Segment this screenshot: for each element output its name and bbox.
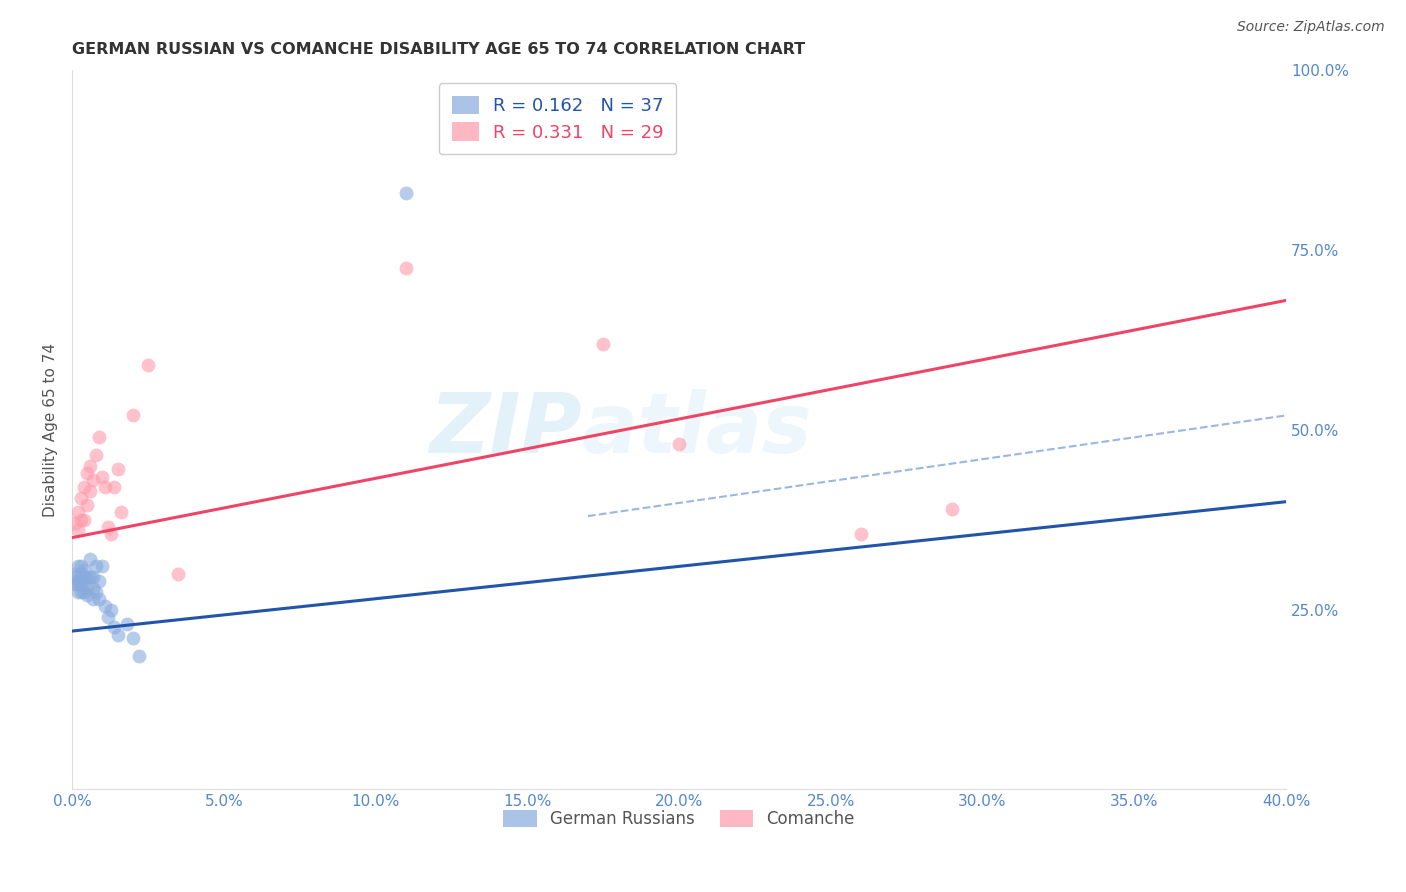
Point xyxy=(82,473,104,487)
Point xyxy=(592,336,614,351)
Point xyxy=(70,559,93,574)
Point xyxy=(89,430,111,444)
Point xyxy=(91,469,114,483)
Point xyxy=(107,462,129,476)
Point xyxy=(941,502,963,516)
Point xyxy=(97,520,120,534)
Point xyxy=(73,584,96,599)
Point xyxy=(100,602,122,616)
Point xyxy=(89,591,111,606)
Point xyxy=(67,559,90,574)
Point xyxy=(76,581,98,595)
Point xyxy=(70,574,93,588)
Point xyxy=(100,527,122,541)
Point xyxy=(84,559,107,574)
Point xyxy=(107,628,129,642)
Point xyxy=(76,466,98,480)
Point xyxy=(67,524,90,538)
Point xyxy=(63,577,86,591)
Point xyxy=(115,616,138,631)
Point xyxy=(121,632,143,646)
Point xyxy=(79,552,101,566)
Point xyxy=(76,588,98,602)
Point xyxy=(128,649,150,664)
Point xyxy=(76,570,98,584)
Point xyxy=(89,574,111,588)
Point xyxy=(103,480,125,494)
Point xyxy=(79,483,101,498)
Point xyxy=(63,516,86,531)
Point xyxy=(121,409,143,423)
Point xyxy=(76,498,98,512)
Point xyxy=(73,570,96,584)
Text: GERMAN RUSSIAN VS COMANCHE DISABILITY AGE 65 TO 74 CORRELATION CHART: GERMAN RUSSIAN VS COMANCHE DISABILITY AG… xyxy=(72,42,806,57)
Point xyxy=(97,609,120,624)
Point xyxy=(82,581,104,595)
Point xyxy=(63,570,86,584)
Point xyxy=(70,491,93,505)
Text: ZIP: ZIP xyxy=(429,389,582,470)
Point xyxy=(84,448,107,462)
Point xyxy=(395,186,418,200)
Point xyxy=(110,506,132,520)
Point xyxy=(70,513,93,527)
Point xyxy=(73,563,96,577)
Point xyxy=(67,577,90,591)
Point xyxy=(63,566,86,581)
Point xyxy=(668,437,690,451)
Point xyxy=(94,480,117,494)
Point xyxy=(91,559,114,574)
Point xyxy=(167,566,190,581)
Point xyxy=(73,513,96,527)
Text: Source: ZipAtlas.com: Source: ZipAtlas.com xyxy=(1237,20,1385,34)
Point xyxy=(67,506,90,520)
Point xyxy=(73,480,96,494)
Point xyxy=(82,570,104,584)
Point xyxy=(395,261,418,276)
Point xyxy=(849,527,872,541)
Point xyxy=(79,458,101,473)
Point xyxy=(70,566,93,581)
Point xyxy=(84,584,107,599)
Point xyxy=(70,584,93,599)
Point xyxy=(94,599,117,613)
Point xyxy=(103,620,125,634)
Point xyxy=(79,570,101,584)
Point xyxy=(136,358,159,372)
Point xyxy=(82,591,104,606)
Legend: German Russians, Comanche: German Russians, Comanche xyxy=(496,804,862,835)
Y-axis label: Disability Age 65 to 74: Disability Age 65 to 74 xyxy=(44,343,58,516)
Point xyxy=(67,584,90,599)
Point xyxy=(67,574,90,588)
Text: atlas: atlas xyxy=(582,389,813,470)
Point xyxy=(70,577,93,591)
